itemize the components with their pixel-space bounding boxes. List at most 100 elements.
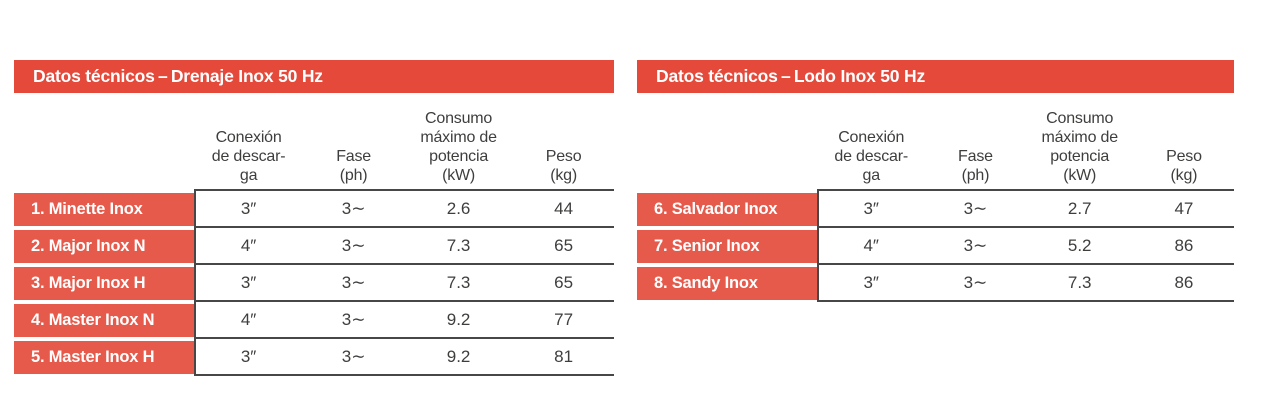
col-header-power: Consumo máximo de potencia (kW) — [404, 109, 513, 185]
cell-connection: 4″ — [240, 309, 257, 329]
col-header-connection: Conexión de descar- ga — [817, 128, 925, 185]
cell-connection: 3″ — [863, 272, 879, 292]
row-cells: 3″ 3∼ 2.7 47 — [817, 191, 1234, 228]
cell-power: 9.2 — [446, 346, 471, 366]
row-label: 6. Salvador Inox — [637, 193, 817, 226]
col-header-power: Consumo máximo de potencia (kW) — [1025, 109, 1133, 185]
header-line: potencia — [429, 148, 489, 165]
header-line: (kW) — [1063, 167, 1097, 184]
header-line: (kg) — [1170, 167, 1198, 184]
row-cells: 4″ 3∼ 9.2 77 — [194, 302, 614, 339]
row-label: 8. Sandy Inox — [637, 267, 817, 300]
header-line: (ph) — [339, 167, 368, 184]
row-cells: 3″ 3∼ 7.3 86 — [817, 265, 1234, 302]
header-line: potencia — [1050, 148, 1110, 165]
header-line: Conexión — [838, 129, 905, 146]
cell-phase: 3∼ — [341, 346, 366, 366]
col-header-phase: Fase (ph) — [303, 147, 404, 185]
header-line: (ph) — [961, 167, 990, 184]
row-label: 2. Major Inox N — [14, 230, 194, 263]
table-drenaje-inox: Datos técnicos – Drenaje Inox 50 Hz Cone… — [14, 60, 614, 376]
cell-connection: 3″ — [240, 198, 257, 218]
header-line: Fase — [336, 148, 371, 165]
cell-phase: 3∼ — [341, 198, 366, 218]
header-line: Conexión — [215, 129, 282, 146]
header-line: máximo de — [1041, 129, 1118, 146]
cell-phase: 3∼ — [341, 309, 366, 329]
table-body: 6. Salvador Inox 3″ 3∼ 2.7 47 7. Senior … — [637, 191, 1234, 302]
cell-power: 2.6 — [446, 198, 471, 218]
table-row: 2. Major Inox N 4″ 3∼ 7.3 65 — [14, 228, 614, 265]
cell-connection: 4″ — [240, 235, 257, 255]
header-line: ga — [862, 167, 881, 184]
data-column-headers: Conexión de descar- ga Fase (ph) Consumo… — [194, 93, 614, 191]
label-column-spacer — [14, 93, 194, 191]
cell-connection: 3″ — [863, 198, 879, 218]
cell-power: 7.3 — [446, 235, 471, 255]
cell-connection: 3″ — [240, 346, 257, 366]
cell-weight: 77 — [554, 309, 574, 329]
table-row: 1. Minette Inox 3″ 3∼ 2.6 44 — [14, 191, 614, 228]
row-cells: 4″ 3∼ 7.3 65 — [194, 228, 614, 265]
cell-weight: 86 — [1174, 272, 1194, 292]
header-line: (kW) — [442, 167, 476, 184]
cell-power: 9.2 — [446, 309, 471, 329]
cell-power: 7.3 — [1067, 272, 1092, 292]
banner-drenaje: Datos técnicos – Drenaje Inox 50 Hz — [14, 60, 614, 93]
col-header-weight: Peso (kg) — [513, 147, 614, 185]
vertical-divider — [194, 191, 196, 376]
table-row: 4. Master Inox N 4″ 3∼ 9.2 77 — [14, 302, 614, 339]
cell-weight: 44 — [554, 198, 574, 218]
col-header-phase: Fase (ph) — [925, 147, 1025, 185]
col-header-weight: Peso (kg) — [1134, 147, 1234, 185]
row-label: 7. Senior Inox — [637, 230, 817, 263]
row-label: 4. Master Inox N — [14, 304, 194, 337]
cell-power: 5.2 — [1067, 235, 1092, 255]
row-cells: 4″ 3∼ 5.2 86 — [817, 228, 1234, 265]
header-line: de descar- — [834, 148, 908, 165]
row-cells: 3″ 3∼ 9.2 81 — [194, 339, 614, 376]
row-cells: 3″ 3∼ 7.3 65 — [194, 265, 614, 302]
row-label: 3. Major Inox H — [14, 267, 194, 300]
vertical-divider — [817, 191, 819, 302]
header-line: Fase — [958, 148, 993, 165]
col-header-connection: Conexión de descar- ga — [194, 128, 303, 185]
table-row: 5. Master Inox H 3″ 3∼ 9.2 81 — [14, 339, 614, 376]
header-line: Peso — [545, 148, 582, 165]
header-line: Consumo — [425, 110, 493, 127]
row-cells: 3″ 3∼ 2.6 44 — [194, 191, 614, 228]
data-column-headers: Conexión de descar- ga Fase (ph) Consumo… — [817, 93, 1234, 191]
cell-connection: 3″ — [240, 272, 257, 292]
cell-weight: 47 — [1174, 198, 1194, 218]
cell-connection: 4″ — [863, 235, 879, 255]
cell-weight: 65 — [554, 235, 574, 255]
table-row: 6. Salvador Inox 3″ 3∼ 2.7 47 — [637, 191, 1234, 228]
table-title: Datos técnicos – Drenaje Inox 50 Hz — [33, 66, 323, 86]
row-label: 1. Minette Inox — [14, 193, 194, 226]
column-header-row: Conexión de descar- ga Fase (ph) Consumo… — [14, 93, 614, 191]
table-row: 3. Major Inox H 3″ 3∼ 7.3 65 — [14, 265, 614, 302]
header-line: Consumo — [1046, 110, 1114, 127]
row-label: 5. Master Inox H — [14, 341, 194, 374]
header-line: máximo de — [420, 129, 497, 146]
column-header-row: Conexión de descar- ga Fase (ph) Consumo… — [637, 93, 1234, 191]
cell-weight: 86 — [1174, 235, 1194, 255]
cell-phase: 3∼ — [963, 235, 988, 255]
header-line: (kg) — [550, 167, 577, 184]
header-line: ga — [239, 167, 258, 184]
cell-weight: 65 — [554, 272, 574, 292]
table-title: Datos técnicos – Lodo Inox 50 Hz — [656, 66, 925, 86]
table-body: 1. Minette Inox 3″ 3∼ 2.6 44 2. Major In… — [14, 191, 614, 376]
banner-lodo: Datos técnicos – Lodo Inox 50 Hz — [637, 60, 1234, 93]
cell-phase: 3∼ — [963, 198, 988, 218]
cell-power: 2.7 — [1067, 198, 1092, 218]
table-lodo-inox: Datos técnicos – Lodo Inox 50 Hz Conexió… — [637, 60, 1234, 302]
header-line: de descar- — [211, 148, 286, 165]
header-line: Peso — [1166, 148, 1202, 165]
table-row: 7. Senior Inox 4″ 3∼ 5.2 86 — [637, 228, 1234, 265]
cell-phase: 3∼ — [341, 235, 366, 255]
table-row: 8. Sandy Inox 3″ 3∼ 7.3 86 — [637, 265, 1234, 302]
cell-power: 7.3 — [446, 272, 471, 292]
cell-weight: 81 — [554, 346, 574, 366]
